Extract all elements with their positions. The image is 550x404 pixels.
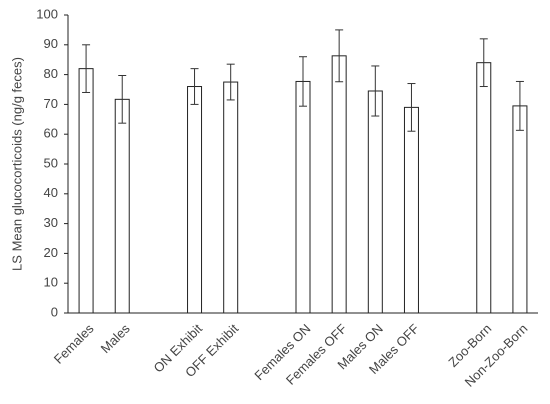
x-tick-label: Males: [98, 321, 133, 356]
x-tick-label: Females: [51, 321, 97, 367]
y-tick-label: 10: [44, 275, 58, 290]
y-tick-label: 80: [44, 66, 58, 81]
bar: [114, 98, 130, 314]
bar: [403, 106, 419, 314]
bar: [331, 55, 347, 314]
x-tick-label: Non-Zoo-Born: [462, 321, 531, 390]
bar: [512, 105, 528, 314]
y-tick-label: 40: [44, 185, 58, 200]
bar: [78, 68, 94, 314]
y-tick-label: 0: [51, 304, 58, 319]
bar: [476, 62, 492, 314]
y-tick-label: 60: [44, 126, 58, 141]
y-tick-label: 70: [44, 96, 58, 111]
bar: [367, 90, 383, 314]
bar: [187, 86, 203, 314]
y-axis-label: LS Mean glucocorticoids (ng/g feces): [9, 57, 24, 271]
y-tick-label: 30: [44, 215, 58, 230]
bar: [223, 81, 239, 314]
bar: [295, 80, 311, 314]
y-tick-label: 100: [36, 6, 58, 21]
y-tick-label: 50: [44, 155, 58, 170]
y-tick-label: 20: [44, 245, 58, 260]
y-tick-label: 90: [44, 36, 58, 51]
